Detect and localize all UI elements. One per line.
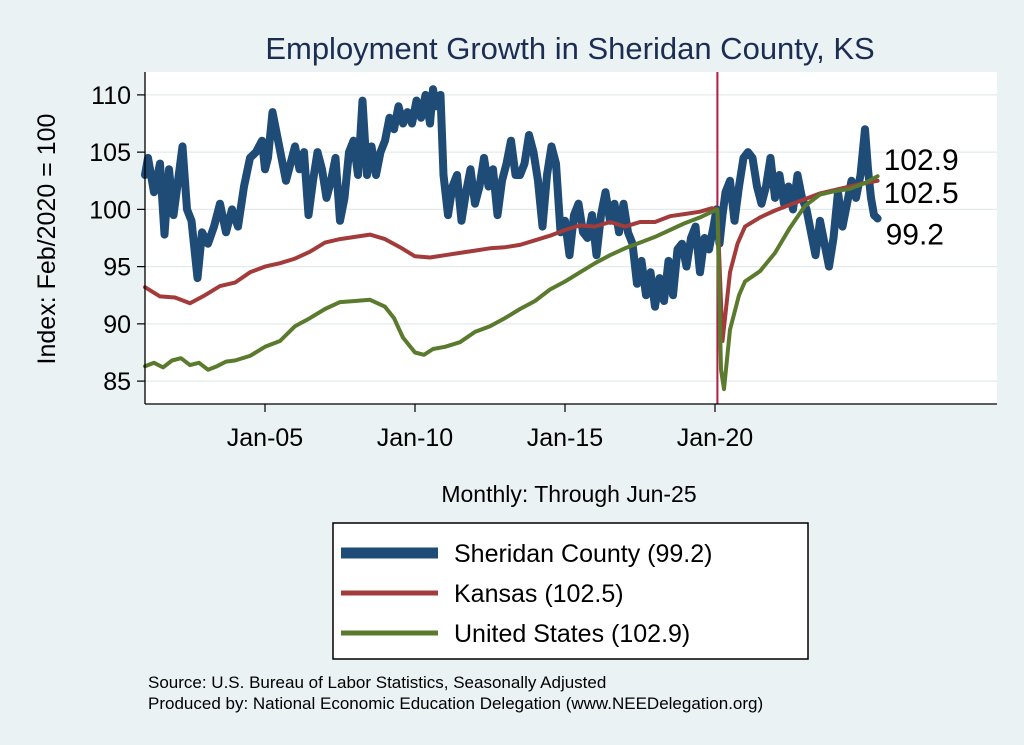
- y-ticks: 85 90 95 100 105 110: [89, 82, 145, 396]
- y-tick-label: 100: [89, 196, 131, 224]
- gridlines: [145, 94, 997, 382]
- y-tick-label: 90: [103, 311, 131, 339]
- source-note: Source: U.S. Bureau of Labor Statistics,…: [148, 673, 606, 692]
- legend-box: [332, 522, 809, 660]
- legend: Sheridan County (99.2) Kansas (102.5) Un…: [332, 522, 809, 660]
- x-ticks: Jan-05 Jan-10 Jan-15 Jan-20: [227, 404, 753, 452]
- y-tick-label: 110: [91, 82, 131, 110]
- chart-title: Employment Growth in Sheridan County, KS: [265, 31, 874, 66]
- end-label-united-states: 102.9: [884, 144, 959, 177]
- legend-label-sheridan: Sheridan County (99.2): [454, 540, 712, 568]
- y-tick-label: 85: [103, 368, 131, 396]
- x-tick-label: Jan-05: [227, 424, 303, 452]
- end-label-sheridan-county: 99.2: [886, 219, 944, 252]
- axes: [144, 72, 997, 405]
- x-axis-label: Monthly: Through Jun-25: [441, 481, 696, 507]
- y-tick-label: 95: [103, 254, 131, 282]
- y-tick-label: 105: [89, 139, 131, 167]
- series-line-united-states: [143, 174, 880, 392]
- series-line-kansas: [143, 178, 880, 343]
- legend-label-kansas: Kansas (102.5): [454, 580, 624, 608]
- series-line-sheridan-county: [141, 85, 882, 311]
- x-tick-label: Jan-10: [377, 424, 453, 452]
- x-tick-label: Jan-15: [527, 424, 603, 452]
- x-tick-label: Jan-20: [677, 424, 753, 452]
- y-axis-label: Index: Feb/2020 = 100: [33, 114, 61, 365]
- legend-label-united-states: United States (102.9): [454, 620, 690, 648]
- producer-note: Produced by: National Economic Education…: [148, 694, 763, 713]
- series-lines: [141, 85, 882, 392]
- end-label-kansas: 102.5: [884, 177, 959, 210]
